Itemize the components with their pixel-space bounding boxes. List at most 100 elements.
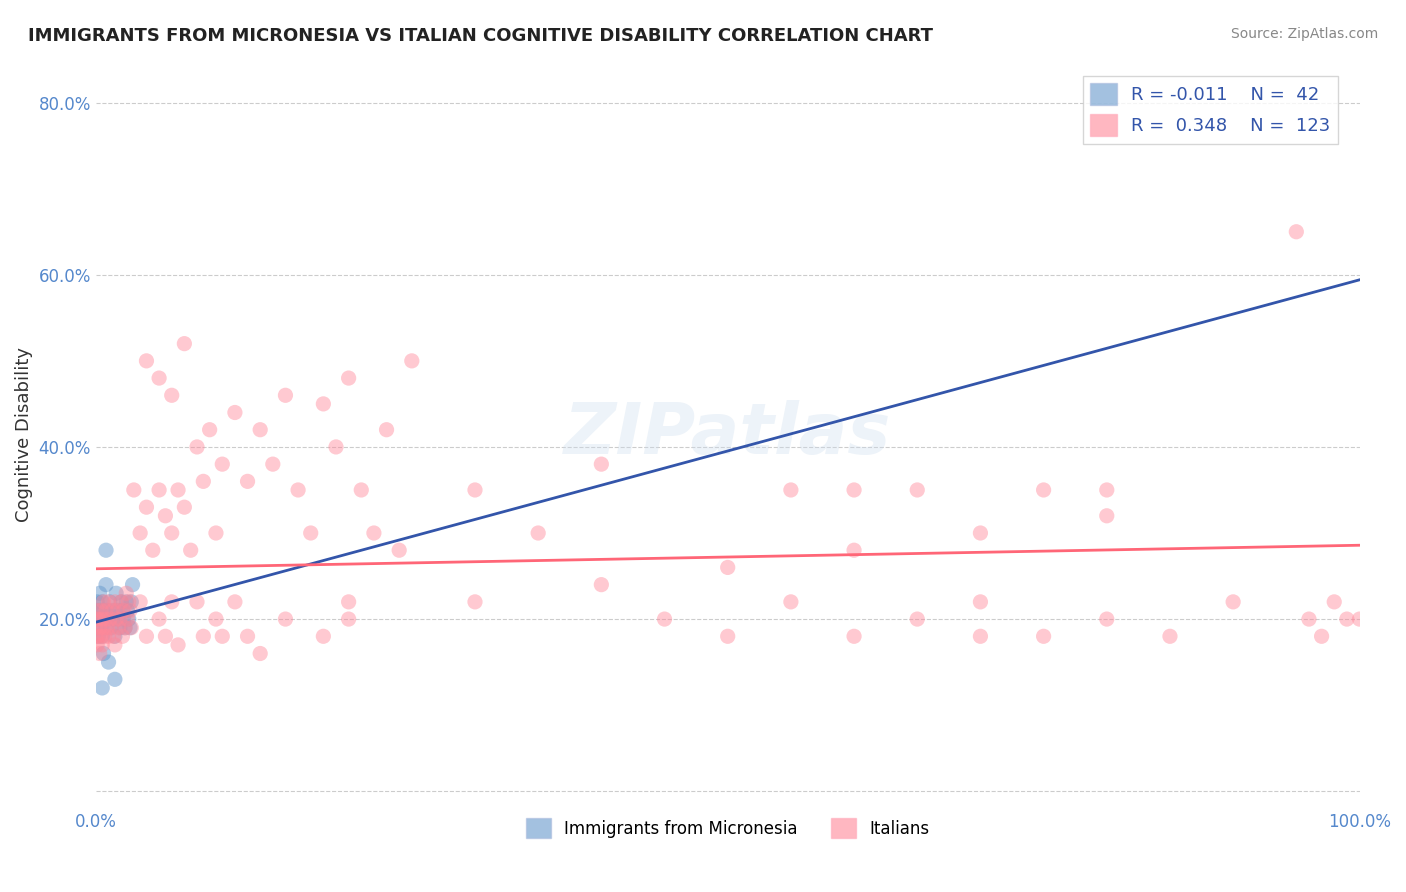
Point [842, 543, 865, 558]
Point [117, 612, 139, 626]
Point [1298, 612, 1320, 626]
Point [110, 595, 132, 609]
Point [117, 603, 139, 617]
Point [148, 483, 170, 497]
Point [1095, 508, 1118, 523]
Point [89, 647, 111, 661]
Point [115, 595, 138, 609]
Point [527, 526, 550, 541]
Point [89, 621, 111, 635]
Point [142, 543, 165, 558]
Point [160, 595, 183, 609]
Point [350, 483, 373, 497]
Point [135, 500, 157, 515]
Point [388, 543, 411, 558]
Point [90, 612, 112, 626]
Point [103, 629, 125, 643]
Point [101, 603, 124, 617]
Point [118, 595, 141, 609]
Point [121, 577, 143, 591]
Point [155, 508, 177, 523]
Point [129, 595, 152, 609]
Point [86, 595, 108, 609]
Point [97, 655, 120, 669]
Point [91, 629, 114, 643]
Point [236, 475, 259, 489]
Point [100, 621, 122, 635]
Point [312, 397, 335, 411]
Point [337, 371, 360, 385]
Point [86, 638, 108, 652]
Text: IMMIGRANTS FROM MICRONESIA VS ITALIAN COGNITIVE DISABILITY CORRELATION CHART: IMMIGRANTS FROM MICRONESIA VS ITALIAN CO… [28, 27, 934, 45]
Point [94, 577, 117, 591]
Point [224, 405, 246, 419]
Point [97, 612, 120, 626]
Point [108, 621, 131, 635]
Point [91, 595, 114, 609]
Point [211, 629, 233, 643]
Point [94, 543, 117, 558]
Point [118, 603, 141, 617]
Point [90, 603, 112, 617]
Point [93, 647, 115, 661]
Point [363, 526, 385, 541]
Point [262, 457, 284, 471]
Point [969, 629, 991, 643]
Point [120, 595, 142, 609]
Point [111, 603, 134, 617]
Point [87, 629, 110, 643]
Y-axis label: Cognitive Disability: Cognitive Disability [15, 346, 32, 522]
Point [464, 595, 486, 609]
Point [236, 629, 259, 643]
Point [110, 595, 132, 609]
Point [193, 629, 215, 643]
Point [249, 647, 271, 661]
Point [86, 621, 108, 635]
Point [148, 612, 170, 626]
Point [464, 483, 486, 497]
Point [198, 423, 221, 437]
Point [401, 354, 423, 368]
Point [105, 586, 128, 600]
Point [91, 612, 114, 626]
Point [135, 629, 157, 643]
Point [312, 629, 335, 643]
Point [84, 629, 107, 643]
Point [1348, 612, 1371, 626]
Point [148, 371, 170, 385]
Point [118, 621, 141, 635]
Point [135, 354, 157, 368]
Point [114, 621, 136, 635]
Point [105, 603, 128, 617]
Point [155, 629, 177, 643]
Point [1032, 483, 1054, 497]
Point [84, 603, 107, 617]
Point [1336, 612, 1358, 626]
Point [107, 621, 129, 635]
Point [173, 500, 195, 515]
Point [91, 681, 114, 695]
Point [86, 603, 108, 617]
Point [1159, 629, 1181, 643]
Point [1095, 483, 1118, 497]
Point [1310, 629, 1333, 643]
Point [337, 612, 360, 626]
Point [1285, 225, 1308, 239]
Point [94, 629, 117, 643]
Point [842, 629, 865, 643]
Point [93, 603, 115, 617]
Point [112, 612, 135, 626]
Point [1323, 595, 1346, 609]
Point [90, 629, 112, 643]
Point [780, 595, 803, 609]
Point [111, 629, 134, 643]
Point [115, 586, 138, 600]
Point [84, 612, 107, 626]
Point [118, 612, 141, 626]
Point [104, 638, 127, 652]
Point [89, 586, 111, 600]
Point [842, 483, 865, 497]
Point [193, 475, 215, 489]
Point [717, 560, 740, 574]
Text: Source: ZipAtlas.com: Source: ZipAtlas.com [1230, 27, 1378, 41]
